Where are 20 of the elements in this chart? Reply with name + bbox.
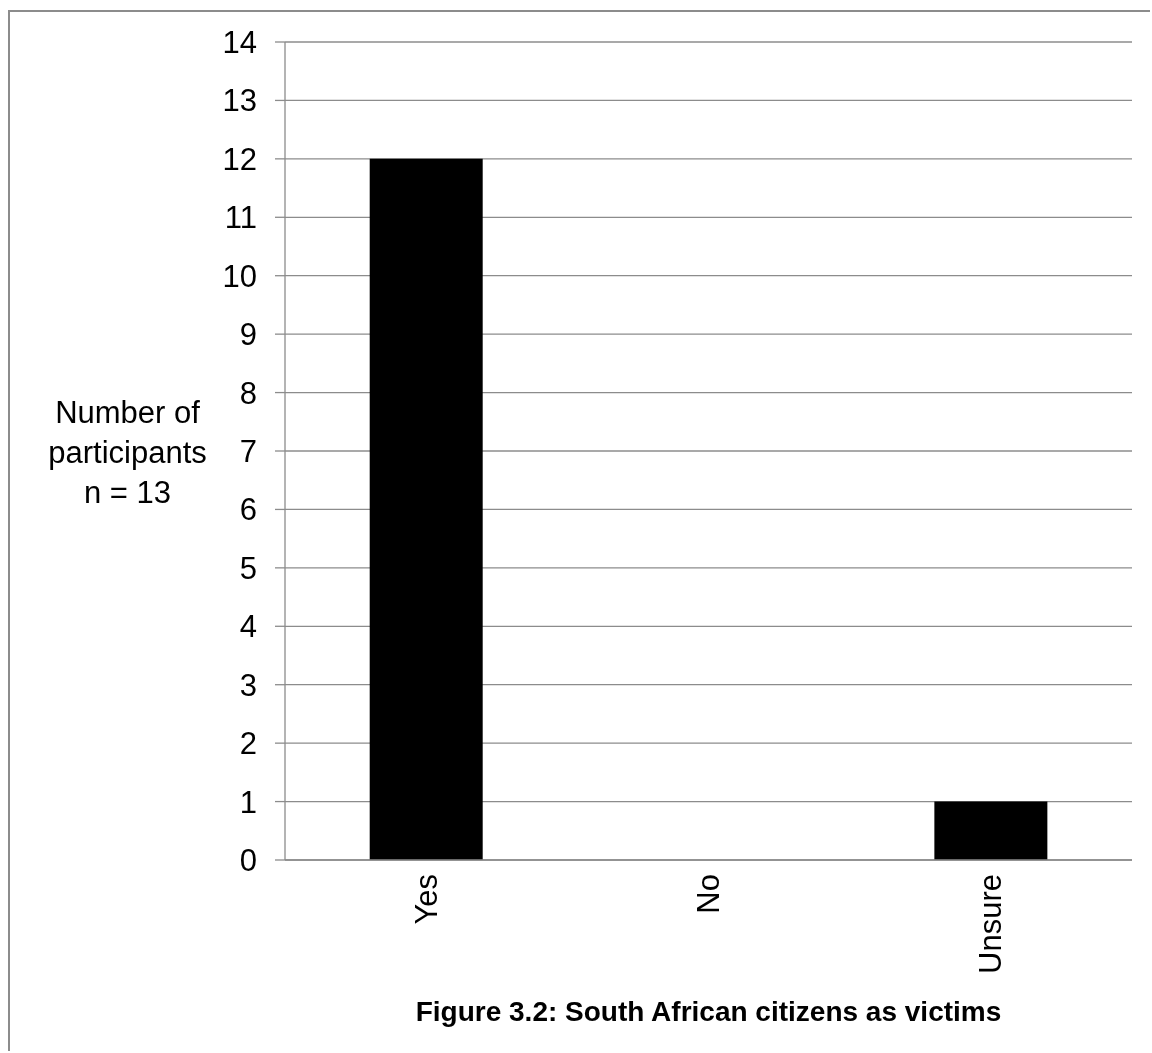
y-tick-label: 0 — [239, 843, 257, 879]
y-tick-label: 8 — [239, 375, 257, 411]
y-tick-label: 7 — [239, 434, 257, 470]
x-tick-label: No — [691, 874, 726, 914]
x-tick-label: Unsure — [973, 874, 1009, 974]
text: Figure 3.2: South African citizens as victims — [414, 996, 1003, 1028]
y-tick-label: 1 — [239, 784, 257, 820]
y-axis-title: Number of participants n = 13 — [47, 394, 208, 512]
y-tick-label: 14 — [222, 25, 257, 61]
y-tick-label: 12 — [222, 141, 257, 177]
y-tick-label: 6 — [239, 492, 257, 528]
y-tick-label: 13 — [222, 83, 257, 119]
y-tick-label: 9 — [239, 317, 257, 353]
y-tick-label: 3 — [239, 667, 257, 703]
y-tick-label: 11 — [224, 200, 257, 236]
y-tick-label: 4 — [239, 609, 257, 645]
y-tick-label: 5 — [239, 550, 257, 586]
y-tick-label: 2 — [239, 726, 257, 762]
y-tick-label: 10 — [222, 258, 257, 294]
x-tick-label: Yes — [408, 874, 444, 925]
